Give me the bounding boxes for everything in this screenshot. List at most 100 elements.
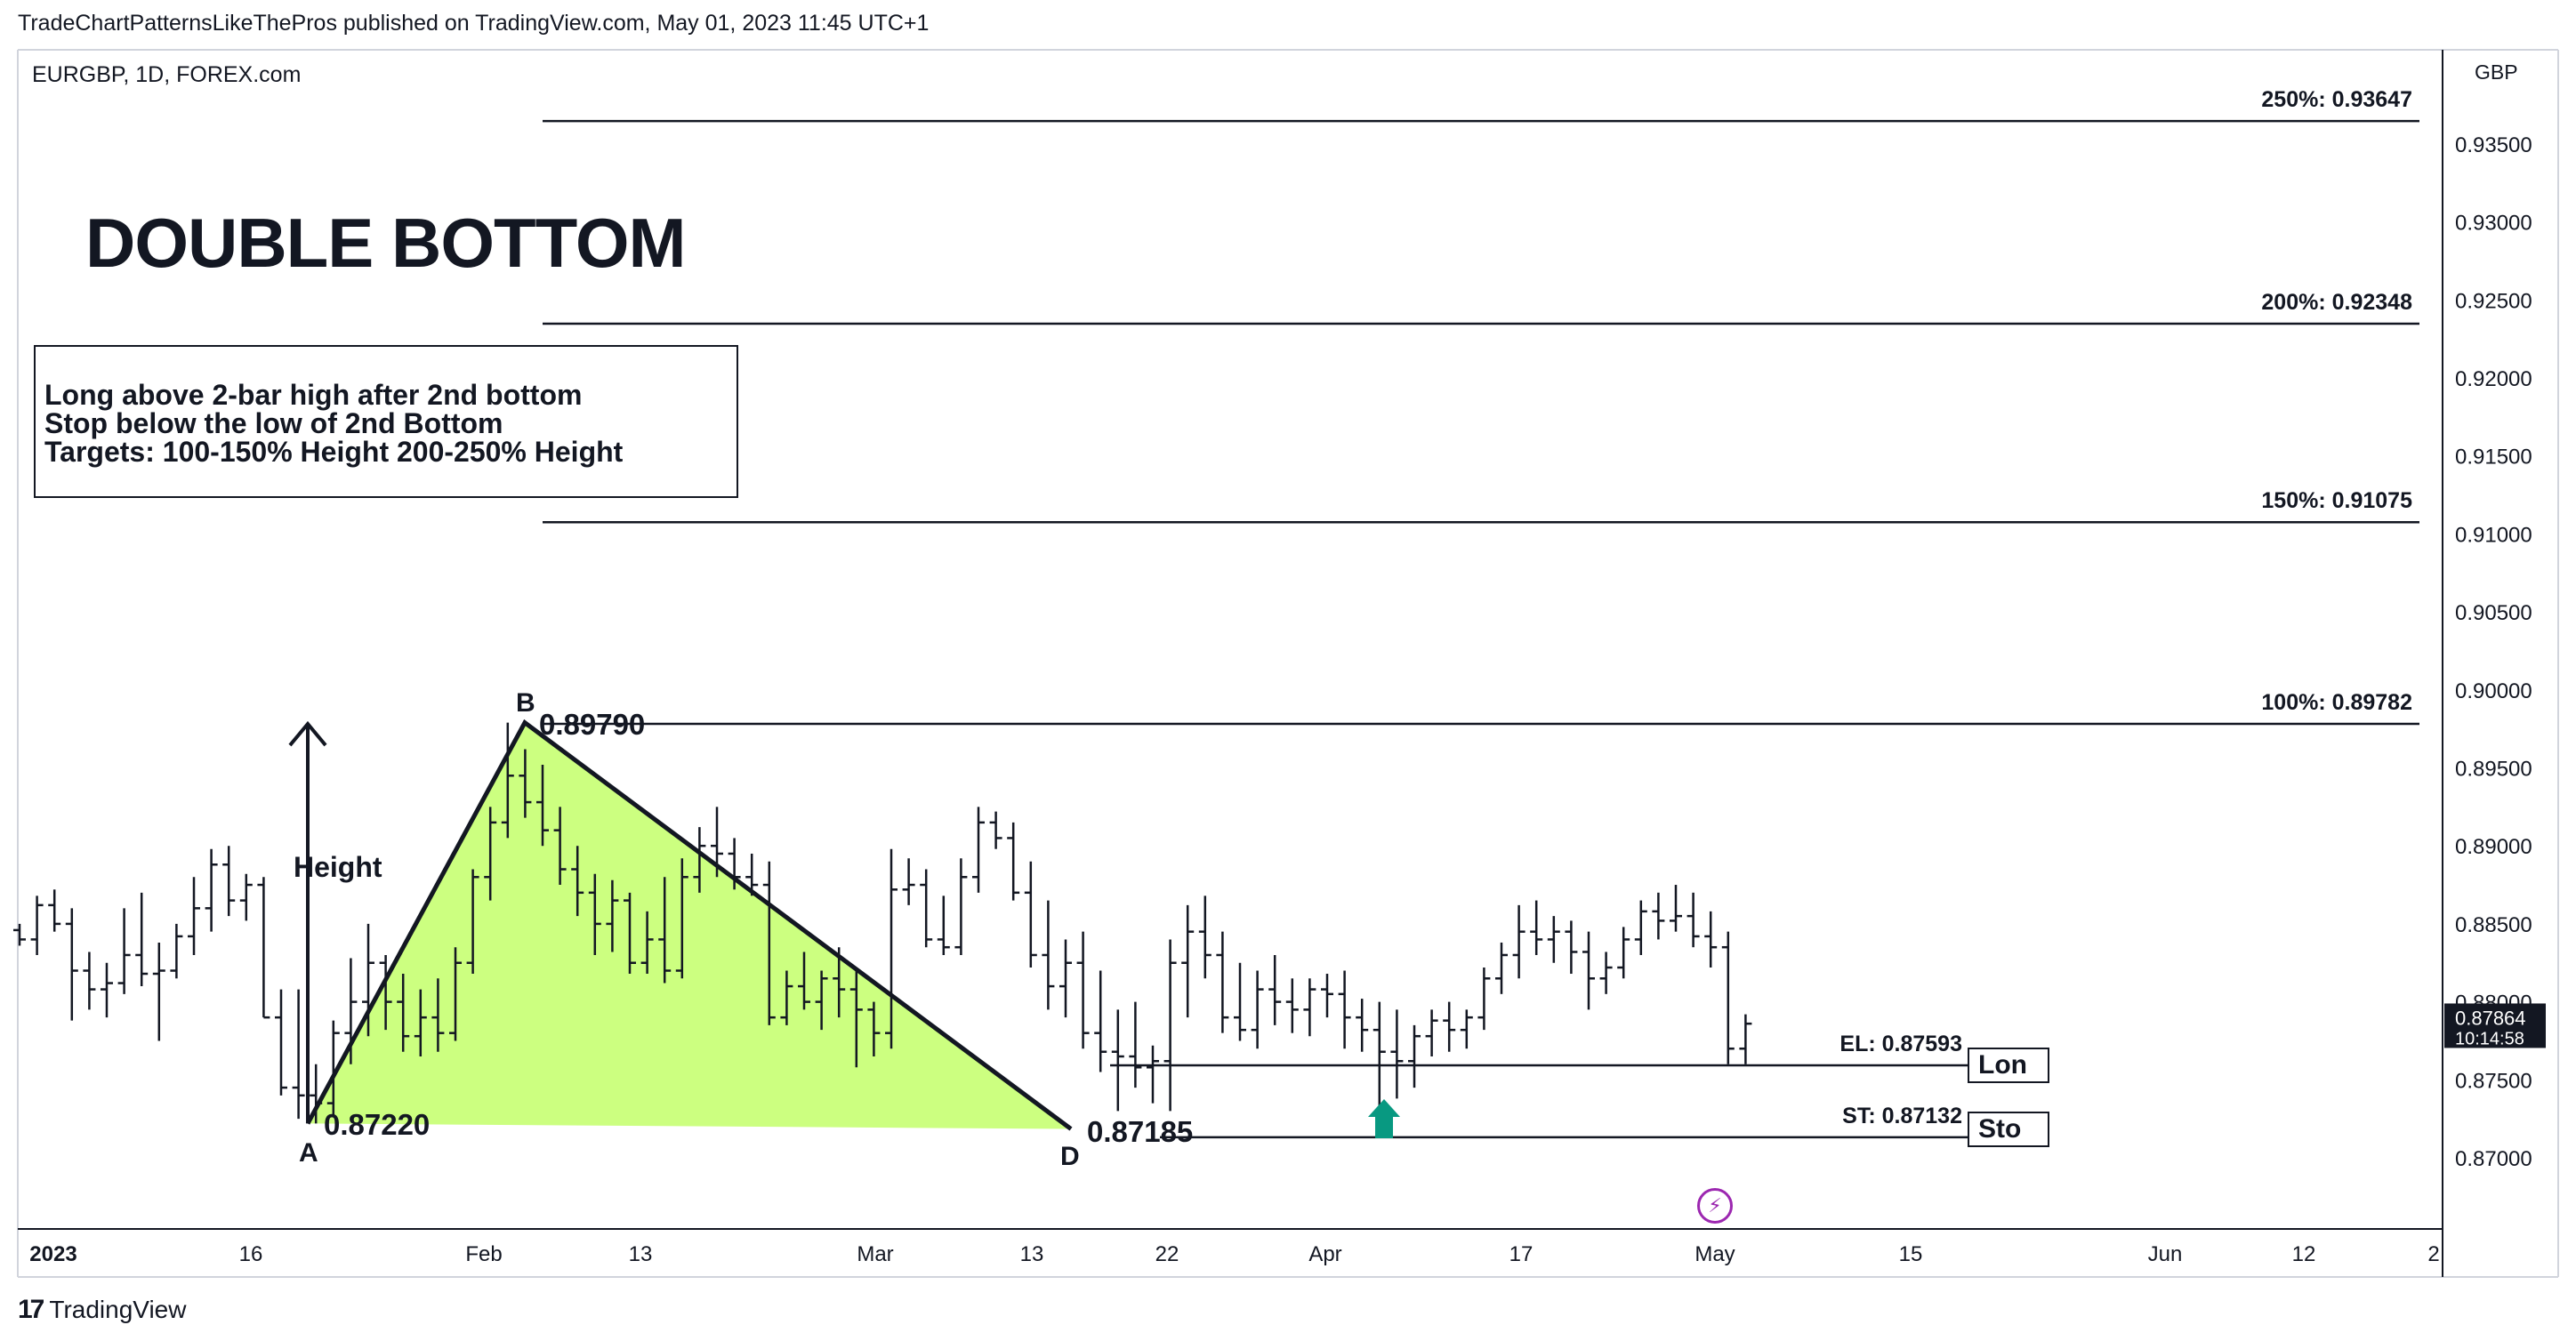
ohlc-bar <box>972 807 985 893</box>
ohlc-bar <box>624 892 636 975</box>
point-B-name: B <box>516 688 535 718</box>
time-tick: 13 <box>629 1242 653 1266</box>
ohlc-bar <box>83 952 96 1010</box>
ohlc-bar <box>257 877 270 1019</box>
ohlc-bar <box>1234 962 1246 1041</box>
stop-order-button[interactable]: Sto <box>1968 1112 2049 1147</box>
ohlc-bar <box>239 873 253 921</box>
last-price-tag <box>2444 1003 2546 1048</box>
price-tick: 0.90500 <box>2455 601 2532 625</box>
ohlc-bar <box>431 978 445 1052</box>
time-tick: May <box>1695 1242 1735 1266</box>
level-label: 100%: 0.89782 <box>2261 690 2412 715</box>
entry-order-button[interactable]: Lon <box>1968 1048 2049 1083</box>
tradingview-logo[interactable]: 17 TradingView <box>18 1295 186 1325</box>
note-line-stop: Stop below the low of 2nd Bottom <box>44 407 503 439</box>
ohlc-bar <box>1251 970 1264 1049</box>
ohlc-bar <box>48 889 61 932</box>
time-axis[interactable]: 2023 16 Feb 13 Mar 13 22 Apr 17 May 15 Jun 12 2 <box>29 1242 2439 1266</box>
ohlc-bars <box>13 722 1752 1124</box>
lightning-icon[interactable]: ⚡ <box>1697 1188 1733 1224</box>
point-B-price: 0.89790 <box>539 708 645 741</box>
ohlc-bar <box>519 749 532 818</box>
currency-label: GBP <box>2475 60 2518 84</box>
ohlc-bar <box>414 989 427 1056</box>
ohlc-bar <box>1460 1009 1473 1049</box>
ohlc-bar <box>13 923 26 946</box>
symbol-label[interactable]: EURGBP, 1D, FOREX.com <box>32 62 302 87</box>
ohlc-bar <box>1338 970 1351 1049</box>
ohlc-bar <box>1059 939 1072 1018</box>
time-tick: 13 <box>1020 1242 1044 1266</box>
ohlc-bar <box>640 911 654 975</box>
price-axis[interactable]: 0.93500 0.93000 0.92500 0.92000 0.91500 0.910… <box>2444 133 2546 1171</box>
ohlc-bar <box>344 958 358 1064</box>
level-label: ST: 0.87132 <box>1842 1104 1962 1128</box>
ohlc-bar <box>222 846 236 917</box>
ohlc-bar <box>954 858 968 955</box>
ohlc-bar <box>1111 1009 1124 1112</box>
ohlc-bar <box>326 1020 340 1118</box>
price-tick: 0.93000 <box>2455 212 2532 236</box>
countdown-value: 10:14:58 <box>2455 1029 2524 1048</box>
price-tick: 0.91500 <box>2455 446 2532 470</box>
ohlc-bar <box>1512 904 1525 979</box>
ohlc-bar <box>1477 968 1491 1031</box>
pattern-annotations: Height A0.87220 B0.89790 D0.87185 <box>288 688 1400 1171</box>
ohlc-bar <box>1634 900 1647 955</box>
time-tick: Feb <box>465 1242 502 1266</box>
ohlc-bar <box>205 848 218 932</box>
ohlc-bar <box>501 722 514 839</box>
publish-header: TradeChartPatternsLikeThePros published … <box>18 11 930 36</box>
ohlc-bar <box>1582 931 1595 1010</box>
ohlc-bar <box>152 942 165 1041</box>
ohlc-bar <box>1565 920 1578 975</box>
time-tick: 15 <box>1899 1242 1923 1266</box>
ohlc-bar <box>1163 939 1177 1112</box>
ohlc-bar <box>833 947 846 1018</box>
time-tick: Jun <box>2148 1242 2183 1266</box>
ohlc-bar <box>1495 942 1508 994</box>
point-A-name: A <box>299 1138 318 1168</box>
time-tick: 17 <box>1509 1242 1534 1266</box>
ohlc-bar <box>1198 895 1212 979</box>
ohlc-bar <box>1268 954 1282 1025</box>
chart-frame <box>17 49 2559 1278</box>
ohlc-bar <box>536 764 549 847</box>
ohlc-bar <box>135 892 149 987</box>
ohlc-bar <box>1181 904 1195 1018</box>
time-tick: Apr <box>1308 1242 1341 1266</box>
ohlc-bar <box>1443 1001 1456 1052</box>
ohlc-bar <box>1373 1001 1386 1120</box>
ohlc-bar <box>571 846 584 917</box>
ohlc-bar <box>780 970 793 1025</box>
pattern-outline <box>305 719 1073 1131</box>
ohlc-bar <box>1721 931 1735 1064</box>
height-arrow-head <box>288 720 327 747</box>
ohlc-bar <box>588 873 601 955</box>
point-D-name: D <box>1060 1142 1080 1171</box>
ohlc-bar <box>1617 927 1630 979</box>
price-tick: 0.92000 <box>2455 367 2532 391</box>
ohlc-bar <box>170 923 183 979</box>
ohlc-bar <box>1216 931 1229 1033</box>
ohlc-bar <box>867 1001 881 1056</box>
ohlc-bar <box>1704 911 1718 968</box>
ohlc-bar <box>1530 900 1543 955</box>
ohlc-bar <box>849 968 863 1068</box>
ohlc-bar <box>711 807 723 878</box>
price-tick: 0.90000 <box>2455 679 2532 703</box>
ohlc-bar <box>606 879 619 952</box>
ohlc-bar <box>815 970 828 1031</box>
up-arrow-icon <box>1368 1099 1400 1138</box>
time-tick: 16 <box>239 1242 263 1266</box>
ohlc-bar <box>397 974 410 1052</box>
ohlc-bar <box>1652 892 1665 940</box>
time-tick: Mar <box>857 1242 893 1266</box>
ohlc-bar <box>1285 978 1299 1033</box>
brand-name: TradingView <box>49 1296 187 1323</box>
ohlc-bar <box>937 895 950 955</box>
price-tick: 0.87500 <box>2455 1069 2532 1093</box>
strategy-note-box <box>34 345 738 498</box>
